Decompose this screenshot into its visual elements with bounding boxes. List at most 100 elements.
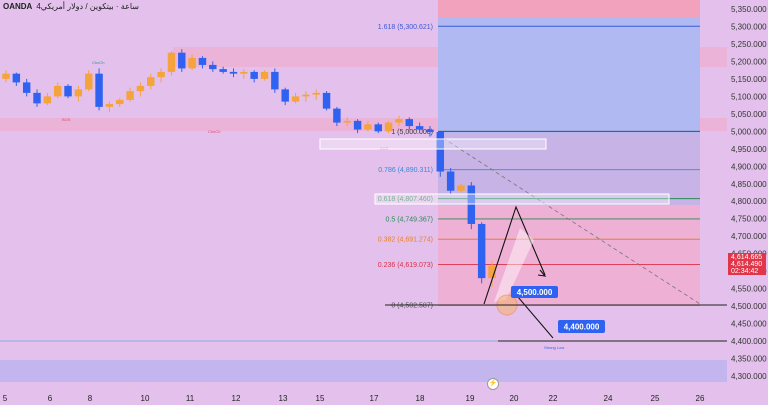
y-tick-label: 4,800.000 (731, 197, 767, 206)
projection-fan (494, 228, 534, 302)
candle-body (74, 89, 83, 97)
x-tick-label: 19 (466, 394, 475, 403)
y-tick-label: 4,400.000 (731, 337, 767, 346)
annotation-choch-1: ChoCh (92, 60, 104, 65)
y-tick-label: 5,050.000 (731, 110, 767, 119)
candle-body (477, 223, 486, 279)
candle-body (136, 85, 145, 92)
candle-body (33, 92, 41, 104)
candle-body (426, 129, 434, 133)
candle-body (457, 185, 465, 191)
candle-body (405, 119, 413, 127)
trend-dashed-line (442, 137, 701, 305)
svg-text:4,400.000: 4,400.000 (564, 323, 600, 332)
candle-body (384, 122, 393, 132)
candle-body (147, 77, 155, 86)
candle-body (43, 96, 52, 104)
x-tick-label: 10 (141, 394, 150, 403)
fib-level-label: 1 (5,000.000) (391, 129, 433, 136)
y-tick-label: 4,500.000 (731, 302, 767, 311)
fib-top-zone (438, 0, 700, 18)
target-tag-4500: 4,500.000 (511, 286, 558, 298)
fib-zone-lower (438, 205, 700, 305)
candle-body (178, 52, 186, 69)
candle-body (157, 71, 165, 78)
y-tick-label: 5,000.000 (731, 127, 767, 136)
fib-level-label: 0.236 (4,619.073) (378, 262, 433, 269)
candle-body (250, 71, 258, 79)
candle-body (188, 57, 196, 69)
candle-body (291, 96, 300, 102)
price-tag-text: 02:34:42 (731, 268, 758, 275)
candle-body (343, 120, 351, 123)
x-tick-label: 24 (604, 394, 613, 403)
y-tick-label: 4,750.000 (731, 215, 767, 224)
y-tick-label: 4,950.000 (731, 145, 767, 154)
price-tag-bg (728, 260, 766, 268)
x-tick-label: 11 (186, 394, 195, 403)
y-tick-label: 4,700.000 (731, 232, 767, 241)
candle-body (333, 108, 341, 123)
price-tag-bg (728, 253, 766, 261)
candle-body (167, 52, 176, 72)
candle-body (12, 73, 21, 83)
y-tick-label: 5,350.000 (731, 5, 767, 14)
candle-body (364, 124, 372, 130)
fib-zone-middle (438, 133, 700, 205)
chart-title: OANDA 4ساعة · بيتكوین / دولار أمريكي (3, 2, 139, 11)
candle-body (85, 73, 93, 90)
x-tick-label: 12 (232, 394, 241, 403)
candle-body (322, 92, 331, 109)
x-tick-label: 17 (370, 394, 379, 403)
x-tick-label: 15 (316, 394, 325, 403)
candle-body (198, 57, 207, 65)
candle-body (488, 265, 496, 279)
x-axis-panel[interactable] (0, 390, 768, 405)
x-tick-label: 20 (510, 394, 519, 403)
projection-zigzag (483, 205, 546, 305)
candle-body (126, 91, 134, 100)
x-tick-label: 6 (48, 394, 53, 403)
candle-body (302, 94, 310, 97)
y-tick-label: 4,300.000 (731, 372, 767, 381)
symbol-description: 4ساعة · بيتكوین / دولار أمريكي (36, 2, 140, 11)
highlight-box-lower (374, 193, 670, 205)
candle-body (53, 85, 62, 97)
symbol-label: OANDA (3, 2, 33, 11)
candle-body (240, 71, 248, 74)
fib-level-label: 0.5 (4,749.367) (386, 216, 433, 223)
x-tick-label: 13 (279, 394, 288, 403)
x-axis: 5 6 8 10 11 12 13 15 17 18 19 20 22 24 25 26 (3, 394, 705, 403)
x-tick-label: 26 (696, 394, 705, 403)
y-axis-panel[interactable] (727, 0, 768, 392)
fib-level-label: 0.618 (4,807.460) (378, 196, 433, 203)
fib-level-label: 0.786 (4,890.311) (378, 167, 433, 174)
lightning-icon[interactable]: ⚡ (487, 378, 499, 390)
y-tick-label: 5,300.000 (731, 22, 767, 31)
price-tag-text: 4,614.490 (731, 261, 762, 268)
fib-zone-upper (438, 18, 700, 133)
y-tick-label: 5,250.000 (731, 40, 767, 49)
annotation-strong-low: Strong Low (544, 345, 564, 350)
y-tick-label: 4,850.000 (731, 180, 767, 189)
target-arrow (517, 296, 554, 339)
fib-level-label: 0.382 (4,691.274) (378, 237, 433, 244)
x-tick-label: 22 (549, 394, 558, 403)
fib-level-label: 0 (4,502.587) (391, 303, 433, 310)
x-tick-label: 25 (651, 394, 660, 403)
y-tick-label: 5,200.000 (731, 57, 767, 66)
candle-body (229, 71, 238, 74)
candle-body (312, 92, 320, 95)
svg-text:4,500.000: 4,500.000 (517, 288, 553, 297)
y-tick-label: 5,150.000 (731, 75, 767, 84)
y-tick-label: 4,550.000 (731, 285, 767, 294)
candle-body (260, 71, 269, 79)
target-tag-4400: 4,400.000 (558, 320, 605, 333)
highlight-box-upper (319, 138, 547, 150)
price-tag-bg (728, 267, 766, 275)
candle-body (105, 104, 114, 107)
y-tick-label: 4,900.000 (731, 162, 767, 171)
